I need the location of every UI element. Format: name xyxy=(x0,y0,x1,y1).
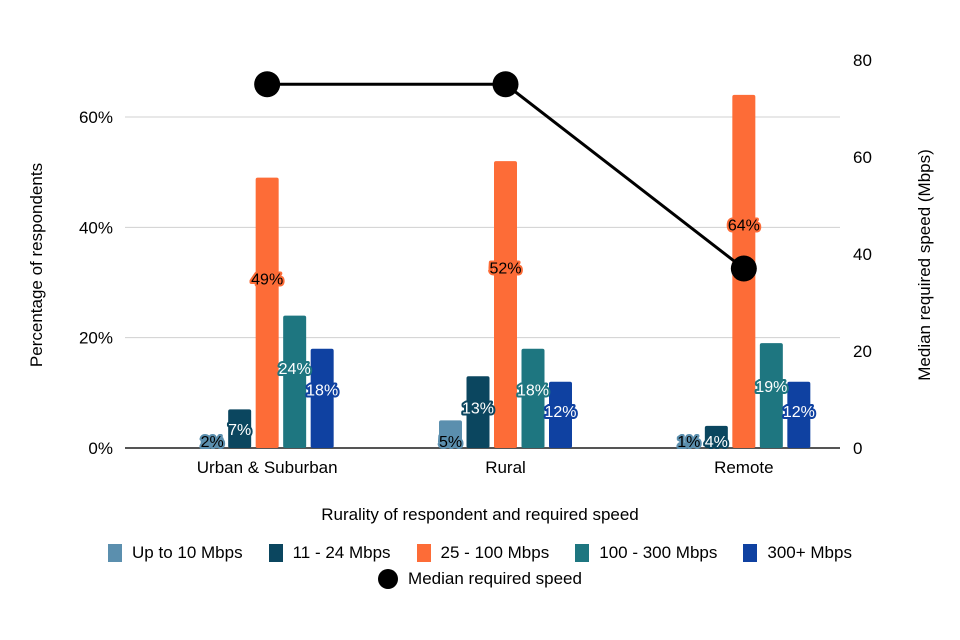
legend-label: 25 - 100 Mbps xyxy=(440,543,550,562)
bar xyxy=(255,177,279,448)
bar xyxy=(228,409,252,448)
data-label: 1% xyxy=(677,434,700,451)
y2-tick-label: 40 xyxy=(853,245,872,264)
y2-tick-label: 20 xyxy=(853,342,872,361)
y2-axis-ticks: 0 20 40 60 80 xyxy=(853,51,872,458)
data-label: 5% xyxy=(439,434,462,451)
bar xyxy=(439,420,462,448)
legend-item-median: Median required speed xyxy=(378,569,582,589)
bar xyxy=(549,381,572,448)
data-label: 4% xyxy=(705,434,728,451)
legend-row-series: Up to 10 Mbps 11 - 24 Mbps 25 - 100 Mbps 10… xyxy=(0,540,960,566)
data-label: 52% xyxy=(489,261,521,278)
y2-tick-label: 80 xyxy=(853,51,872,70)
legend-label: Median required speed xyxy=(408,569,582,588)
bar xyxy=(787,381,811,448)
bar xyxy=(759,343,783,448)
bar xyxy=(200,436,224,448)
x-tick-label: Urban & Suburban xyxy=(197,458,338,477)
legend-item: 25 - 100 Mbps xyxy=(416,543,550,563)
data-label: 24% xyxy=(279,361,311,378)
legend-swatch-icon xyxy=(743,544,758,562)
legend-dot-icon xyxy=(378,569,399,589)
y2-tick-label: 60 xyxy=(853,148,872,167)
legend-item: 11 - 24 Mbps xyxy=(268,543,391,563)
legend-item: 300+ Mbps xyxy=(743,543,852,563)
legend-label: 100 - 300 Mbps xyxy=(599,543,718,562)
data-label: 2% xyxy=(201,434,224,451)
median-point xyxy=(254,71,281,98)
y-tick-label: 60% xyxy=(79,108,113,127)
data-label: 13% xyxy=(462,400,494,417)
data-label: 18% xyxy=(517,382,549,399)
legend-row-line: Median required speed xyxy=(0,566,960,592)
median-point xyxy=(492,71,519,98)
data-label: 12% xyxy=(783,404,815,421)
y-tick-label: 0% xyxy=(88,439,113,458)
median-line xyxy=(254,71,757,282)
data-label: 18% xyxy=(306,382,338,399)
bar xyxy=(494,161,517,448)
bar xyxy=(704,425,728,448)
bar xyxy=(677,442,701,448)
legend-swatch-icon xyxy=(268,544,283,562)
data-label: 12% xyxy=(544,404,576,421)
bar xyxy=(466,376,490,448)
y-axis-label: Percentage of respondents xyxy=(27,163,46,367)
bar xyxy=(310,348,334,448)
x-tick-label: Remote xyxy=(714,458,774,477)
data-label: 7% xyxy=(228,422,251,439)
x-tick-label: Rural xyxy=(485,458,526,477)
bar xyxy=(521,348,545,448)
data-label: 49% xyxy=(251,271,283,288)
data-label: 64% xyxy=(728,218,760,235)
y-tick-label: 40% xyxy=(79,218,113,237)
data-label: 19% xyxy=(755,379,787,396)
bar xyxy=(283,315,307,448)
legend-swatch-icon xyxy=(575,544,590,562)
legend-item: 100 - 300 Mbps xyxy=(575,543,717,563)
legend: Up to 10 Mbps 11 - 24 Mbps 25 - 100 Mbps 10… xyxy=(0,540,960,592)
legend-item: Up to 10 Mbps xyxy=(108,543,243,563)
y2-axis-label: Median required speed (Mbps) xyxy=(915,149,934,381)
data-labels: 2%7% 49% 24% 18% 5%13% 52% 18% 12% 1% 4% 64% 19% 12% xyxy=(199,216,817,453)
y2-tick-label: 0 xyxy=(853,439,862,458)
legend-label: Up to 10 Mbps xyxy=(132,543,243,562)
median-point xyxy=(730,255,757,282)
y-axis-ticks: 0% 20% 40% 60% xyxy=(79,108,113,458)
legend-swatch-icon xyxy=(416,544,431,562)
legend-label: 300+ Mbps xyxy=(767,543,852,562)
x-axis-label: Rurality of respondent and required spee… xyxy=(321,505,639,524)
y-tick-label: 20% xyxy=(79,329,113,348)
x-axis-ticks: Urban & Suburban Rural Remote xyxy=(197,458,774,477)
legend-label: 11 - 24 Mbps xyxy=(292,543,391,562)
legend-swatch-icon xyxy=(108,544,123,562)
